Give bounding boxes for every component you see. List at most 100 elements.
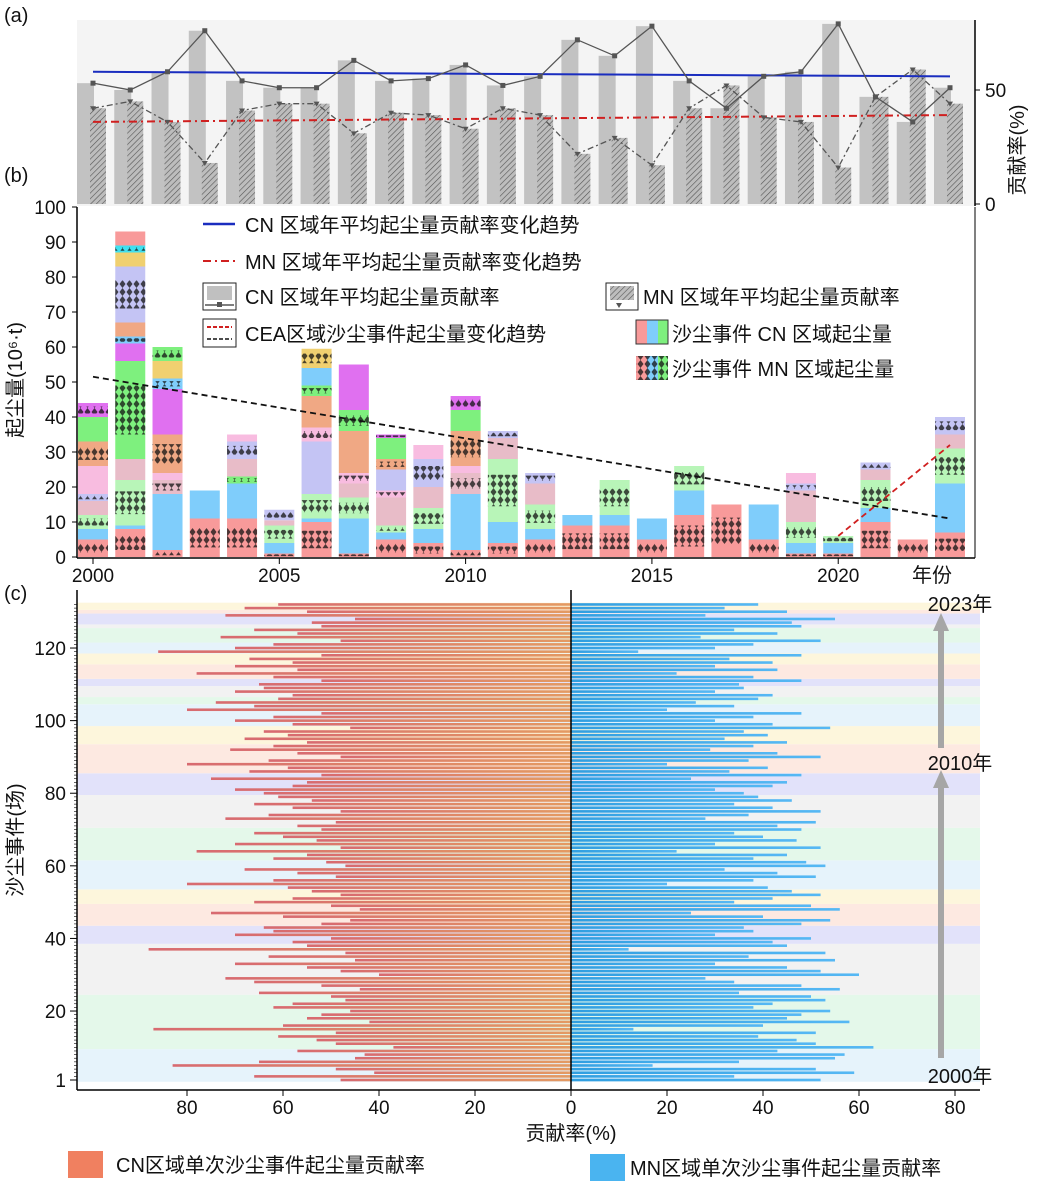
cn-event-bar [283,915,571,918]
xtick-label: 0 [566,1098,577,1119]
mn-event-bar [571,1038,797,1042]
cn-event-bar [268,955,571,958]
cn-event-bar [307,944,571,947]
cn-event-bar [292,940,571,944]
mn-hatch-overlay [599,488,630,507]
panel-c-ylabel: 沙尘事件(场) [4,783,27,896]
stacked-segment [785,543,816,554]
cn-event-bar [321,679,571,682]
mn-rate-point [350,131,357,137]
cn-event-bar [263,730,571,733]
cn-event-bar [283,1024,571,1027]
mn-event-bar [571,632,778,635]
xtick-label: 80 [944,1098,965,1119]
mn-rate-point [276,101,283,107]
mn-event-bar [571,712,802,715]
stacked-segment [376,532,407,540]
mn-rate-bar [760,117,777,204]
mn-rate-point [462,126,469,132]
legend-mn-trend: MN 区域年平均起尘量贡献率变化趋势 [245,251,582,274]
mn-event-bar [571,701,696,704]
mn-hatch-overlay [78,495,108,500]
mn-hatch-overlay [860,464,891,468]
mn-hatch-overlay [338,502,369,514]
mn-event-bar [571,795,759,799]
year-band [77,664,980,679]
mn-event-bar [571,697,759,701]
stacked-segment [487,438,518,459]
mn-event-bar [571,1024,763,1027]
mn-hatch-overlay [450,399,481,407]
cn-event-bar [196,850,571,853]
cn-rate-bar [598,55,616,204]
cn-rate-bar [114,90,132,204]
mn-hatch-overlay [152,350,183,358]
mn-event-bar [571,733,768,737]
cn-event-bar [335,1067,571,1071]
mn-event-bar [571,911,691,915]
mn-event-bar [571,1020,850,1024]
stacked-segment [562,515,593,526]
cn-rate-point [500,82,506,88]
cn-rate-point [537,73,543,79]
cn-event-bar [278,1035,571,1038]
cn-event-bar [355,958,571,962]
mn-event-bar [571,897,773,900]
mn-event-bar [571,799,792,802]
mn-rate-point [797,119,804,125]
ytick-label: 30 [45,443,66,464]
panel-label-c: (c) [4,583,27,605]
mn-event-bar [571,643,754,646]
mn-event-bar [571,918,831,922]
cn-event-bar [235,788,571,791]
cn-rate-point [388,78,394,84]
mn-event-bar [571,980,735,984]
stacked-segment [860,469,891,480]
mn-rate-line [92,68,951,169]
cn-event-bar [235,646,571,650]
mn-hatch-overlay [450,478,481,489]
cn-event-bar [335,820,571,824]
mn-event-bar [571,624,802,628]
mn-event-bar [571,868,725,871]
mn-event-bar [571,995,811,998]
mn-hatch-overlay [785,527,816,538]
cn-event-bar [187,762,571,766]
mn-event-bar [571,806,773,810]
stacked-segment [152,473,183,480]
mn-event-bar [571,722,773,726]
mn-event-bar [571,635,701,639]
mn-event-bar [571,752,778,755]
cn-event-bar [225,817,571,820]
xtick-label: 2020 [817,566,859,587]
cn-rate-bar [710,108,728,204]
mn-rate-point [90,106,96,112]
panel-c-xlabel: 贡献率(%) [525,1122,616,1145]
mn-rate-bar [201,162,218,204]
mn-event-bar [571,835,763,839]
cn-event-bar [287,766,571,770]
cn-event-bar [335,1042,571,1045]
mn-event-bar [571,904,811,908]
cn-rate-point [239,78,245,84]
stacked-segment [599,515,630,526]
mn-event-bar [571,951,826,955]
mn-rate-bar [909,69,926,204]
mn-rate-bar [797,121,814,204]
stacked-segment [935,483,965,533]
mn-hatch-overlay [860,530,891,549]
cn-event-bar [359,987,571,991]
cea-trend-line [92,375,951,520]
mn-event-bar [571,719,715,722]
mn-rate-bar [239,110,256,204]
mn-event-bar [571,853,787,857]
stacked-segment [450,410,481,431]
mn-rate-point [499,106,506,112]
cn-rate-bar [226,80,244,204]
recent-trend-line [837,444,951,537]
mn-rate-bar [947,103,963,204]
cn-rate-point [798,69,804,75]
mn-hatch-overlay [487,546,518,554]
stacked-segment [78,466,108,494]
cn-rate-point [276,85,282,91]
